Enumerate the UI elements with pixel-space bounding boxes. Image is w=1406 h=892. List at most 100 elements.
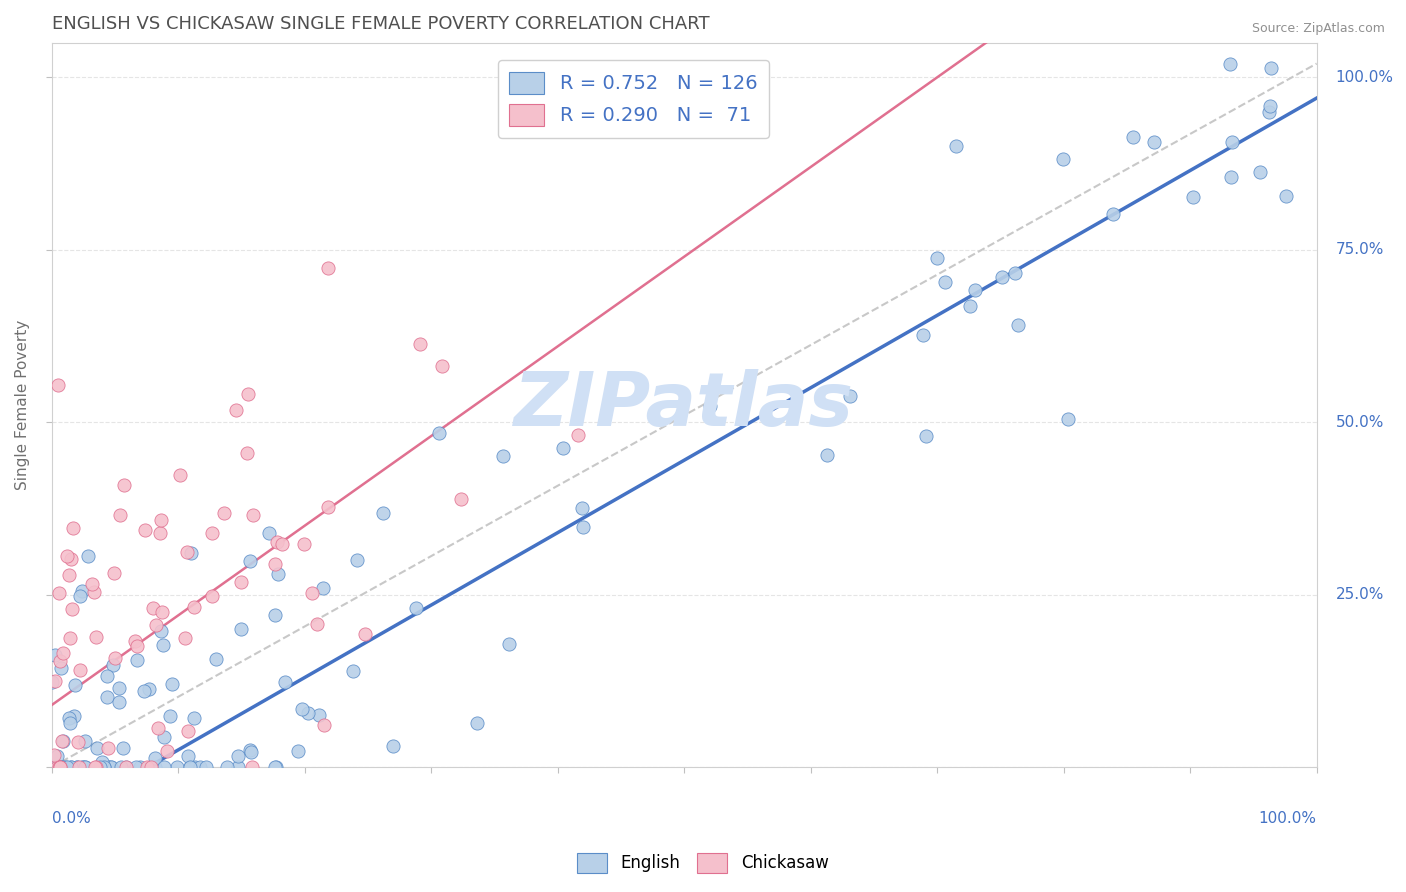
Point bbox=[46, 378, 69, 392]
Legend: R = 0.752   N = 126, R = 0.290   N =  71: R = 0.752 N = 126, R = 0.290 N = 71 bbox=[498, 60, 769, 138]
Point bbox=[194, 760, 217, 774]
Point bbox=[84, 630, 107, 644]
Point bbox=[66, 760, 89, 774]
Point bbox=[1007, 318, 1029, 333]
Point bbox=[108, 508, 131, 523]
Point bbox=[69, 589, 91, 603]
Point bbox=[142, 601, 165, 615]
Point bbox=[991, 269, 1014, 284]
Point bbox=[450, 492, 472, 507]
Point bbox=[312, 582, 335, 596]
Point bbox=[1101, 207, 1123, 221]
Point bbox=[48, 760, 70, 774]
Point bbox=[911, 328, 934, 343]
Point bbox=[287, 744, 309, 758]
Point bbox=[318, 500, 340, 514]
Point bbox=[342, 664, 364, 678]
Point bbox=[427, 425, 450, 440]
Point bbox=[42, 747, 65, 762]
Point bbox=[52, 760, 75, 774]
Point bbox=[354, 627, 377, 641]
Point bbox=[1219, 56, 1241, 70]
Point bbox=[179, 760, 201, 774]
Point bbox=[212, 507, 235, 521]
Point bbox=[177, 723, 200, 738]
Point bbox=[553, 442, 575, 456]
Point bbox=[127, 653, 149, 667]
Point bbox=[815, 449, 838, 463]
Point bbox=[56, 549, 79, 563]
Point bbox=[166, 760, 188, 774]
Point bbox=[215, 760, 238, 774]
Point bbox=[239, 742, 262, 756]
Point bbox=[274, 674, 297, 689]
Point bbox=[104, 650, 127, 665]
Point bbox=[236, 445, 259, 459]
Point bbox=[84, 760, 107, 774]
Point bbox=[242, 508, 264, 523]
Point bbox=[152, 638, 174, 652]
Point bbox=[270, 537, 292, 551]
Point bbox=[146, 721, 169, 735]
Point bbox=[67, 735, 90, 749]
Point bbox=[959, 300, 981, 314]
Point bbox=[699, 400, 721, 414]
Point bbox=[83, 584, 105, 599]
Point bbox=[1220, 169, 1243, 184]
Point bbox=[100, 760, 122, 774]
Point bbox=[89, 760, 111, 774]
Point bbox=[51, 661, 73, 675]
Point bbox=[101, 658, 124, 673]
Point bbox=[73, 760, 96, 774]
Point bbox=[305, 617, 328, 632]
Point bbox=[467, 716, 489, 731]
Point bbox=[179, 760, 201, 774]
Point bbox=[567, 428, 589, 442]
Point bbox=[177, 748, 200, 763]
Point bbox=[138, 681, 160, 696]
Point bbox=[127, 639, 149, 653]
Point bbox=[115, 760, 138, 774]
Y-axis label: Single Female Poverty: Single Female Poverty bbox=[15, 320, 30, 491]
Point bbox=[231, 622, 253, 636]
Point bbox=[51, 733, 73, 747]
Point bbox=[59, 760, 82, 774]
Text: 75.0%: 75.0% bbox=[1336, 243, 1384, 258]
Point bbox=[174, 631, 197, 645]
Point bbox=[51, 646, 73, 660]
Point bbox=[84, 760, 107, 774]
Point bbox=[44, 674, 66, 689]
Point bbox=[60, 760, 83, 774]
Point bbox=[1122, 130, 1144, 145]
Point bbox=[430, 359, 453, 373]
Point bbox=[55, 760, 77, 774]
Point bbox=[67, 760, 90, 774]
Point bbox=[264, 607, 287, 622]
Point bbox=[128, 760, 150, 774]
Point bbox=[103, 566, 125, 580]
Point bbox=[125, 760, 148, 774]
Point bbox=[58, 711, 80, 725]
Point bbox=[75, 760, 97, 774]
Point bbox=[96, 669, 118, 683]
Point bbox=[409, 336, 432, 351]
Point bbox=[49, 654, 72, 668]
Point bbox=[225, 403, 247, 417]
Point bbox=[76, 549, 98, 564]
Point bbox=[201, 589, 224, 603]
Point bbox=[297, 706, 319, 720]
Point bbox=[228, 760, 250, 774]
Point bbox=[1258, 105, 1281, 120]
Point bbox=[66, 760, 89, 774]
Point bbox=[963, 283, 986, 297]
Point bbox=[44, 648, 66, 663]
Point bbox=[56, 760, 79, 774]
Point bbox=[150, 605, 173, 619]
Text: ZIPatlas: ZIPatlas bbox=[515, 368, 853, 442]
Point bbox=[112, 477, 135, 491]
Point bbox=[838, 389, 860, 403]
Point bbox=[242, 760, 264, 774]
Point bbox=[150, 624, 173, 638]
Point bbox=[915, 429, 938, 443]
Point bbox=[264, 557, 287, 571]
